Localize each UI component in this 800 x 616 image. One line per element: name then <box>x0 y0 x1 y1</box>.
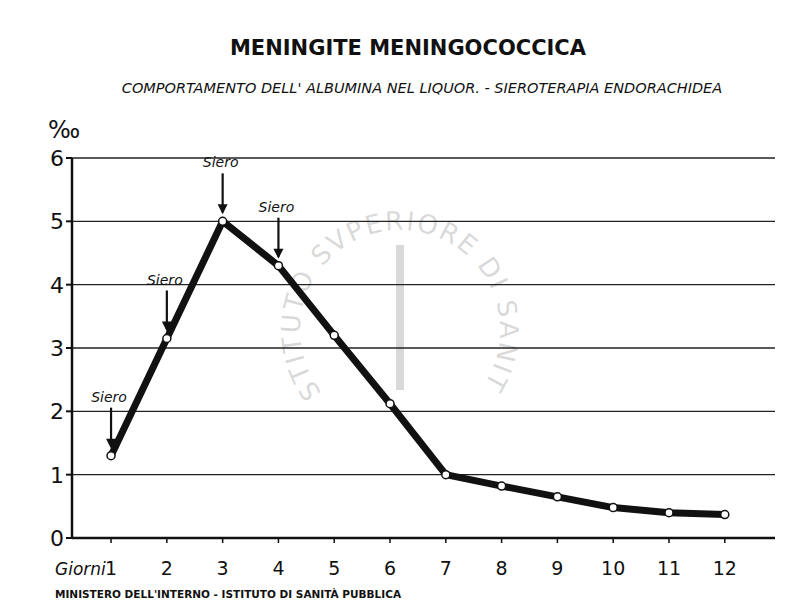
data-point <box>107 452 115 460</box>
footer: MINISTERO DELL'INTERNO - ISTITUTO DI SAN… <box>55 588 402 600</box>
annotation-arrowhead <box>273 249 283 259</box>
x-tick-label: 1 <box>105 557 117 579</box>
data-line <box>111 221 725 514</box>
annotation-arrowhead <box>106 439 116 449</box>
x-tick <box>222 538 224 543</box>
annotation-arrowhead <box>218 204 228 214</box>
annotation: Siero <box>259 199 295 215</box>
x-tick <box>445 538 447 543</box>
x-tick <box>612 538 614 543</box>
x-tick-label: 11 <box>657 557 681 579</box>
x-tick <box>724 538 726 543</box>
y-tick-label: 6 <box>50 146 64 171</box>
watermark-staff <box>396 245 404 390</box>
annotation: Siero <box>147 272 183 288</box>
plot-area <box>107 217 729 518</box>
annotation: Siero <box>203 154 239 170</box>
x-tick <box>110 538 112 543</box>
title: MENINGITE MENINGOCOCCICA <box>230 36 587 60</box>
grid-line <box>72 474 775 475</box>
grid-line <box>72 411 775 412</box>
watermark-path: ISTITUTO SVPERIORE DI SANITÀ <box>0 0 524 406</box>
x-tick <box>166 538 168 543</box>
data-point <box>330 331 338 339</box>
annotation: Siero <box>91 389 127 405</box>
x-tick-label: 4 <box>272 557 284 579</box>
x-tick-label: 7 <box>440 557 452 579</box>
data-point <box>609 504 617 512</box>
annotation-arrowhead <box>162 322 172 332</box>
x-tick-label: 5 <box>328 557 340 579</box>
x-tick-label: 8 <box>496 557 508 579</box>
x-tick <box>557 538 559 543</box>
data-point <box>219 217 227 225</box>
data-point <box>386 400 394 408</box>
x-tick <box>278 538 280 543</box>
y-tick-label: 5 <box>50 209 64 234</box>
x-tick <box>668 538 670 543</box>
x-tick-label: 10 <box>601 557 625 579</box>
grid-line <box>72 347 775 348</box>
data-point <box>665 509 673 517</box>
x-tick-label: 2 <box>161 557 173 579</box>
y-tick-label: 2 <box>50 399 64 424</box>
x-tick <box>501 538 503 543</box>
x-tick-label: 9 <box>551 557 563 579</box>
grid-line <box>72 221 775 222</box>
watermark: ISTITUTO SVPERIORE DI SANITÀ <box>0 0 524 406</box>
data-point <box>274 262 282 270</box>
x-tick <box>389 538 391 543</box>
data-point <box>721 511 729 519</box>
data-point <box>442 471 450 479</box>
y-axis-label: ‰ <box>48 116 80 144</box>
grid-line <box>72 157 775 158</box>
x-tick-label: 6 <box>384 557 396 579</box>
y-tick-label: 0 <box>50 526 64 551</box>
y-axis <box>71 158 74 538</box>
y-tick-label: 1 <box>50 463 64 488</box>
chart: ISTITUTO SVPERIORE DI SANITÀMENINGITE ME… <box>0 0 800 616</box>
x-tick <box>333 538 335 543</box>
data-point <box>498 482 506 490</box>
x-tick-label: 12 <box>713 557 737 579</box>
subtitle: COMPORTAMENTO DELL' ALBUMINA NEL LIQUOR.… <box>122 80 722 96</box>
y-tick-label: 3 <box>50 336 64 361</box>
data-point <box>553 493 561 501</box>
x-tick-label: 3 <box>217 557 229 579</box>
y-tick-label: 4 <box>50 273 64 298</box>
x-axis-label: Giorni <box>55 559 106 579</box>
background <box>0 0 800 616</box>
data-point <box>163 335 171 343</box>
